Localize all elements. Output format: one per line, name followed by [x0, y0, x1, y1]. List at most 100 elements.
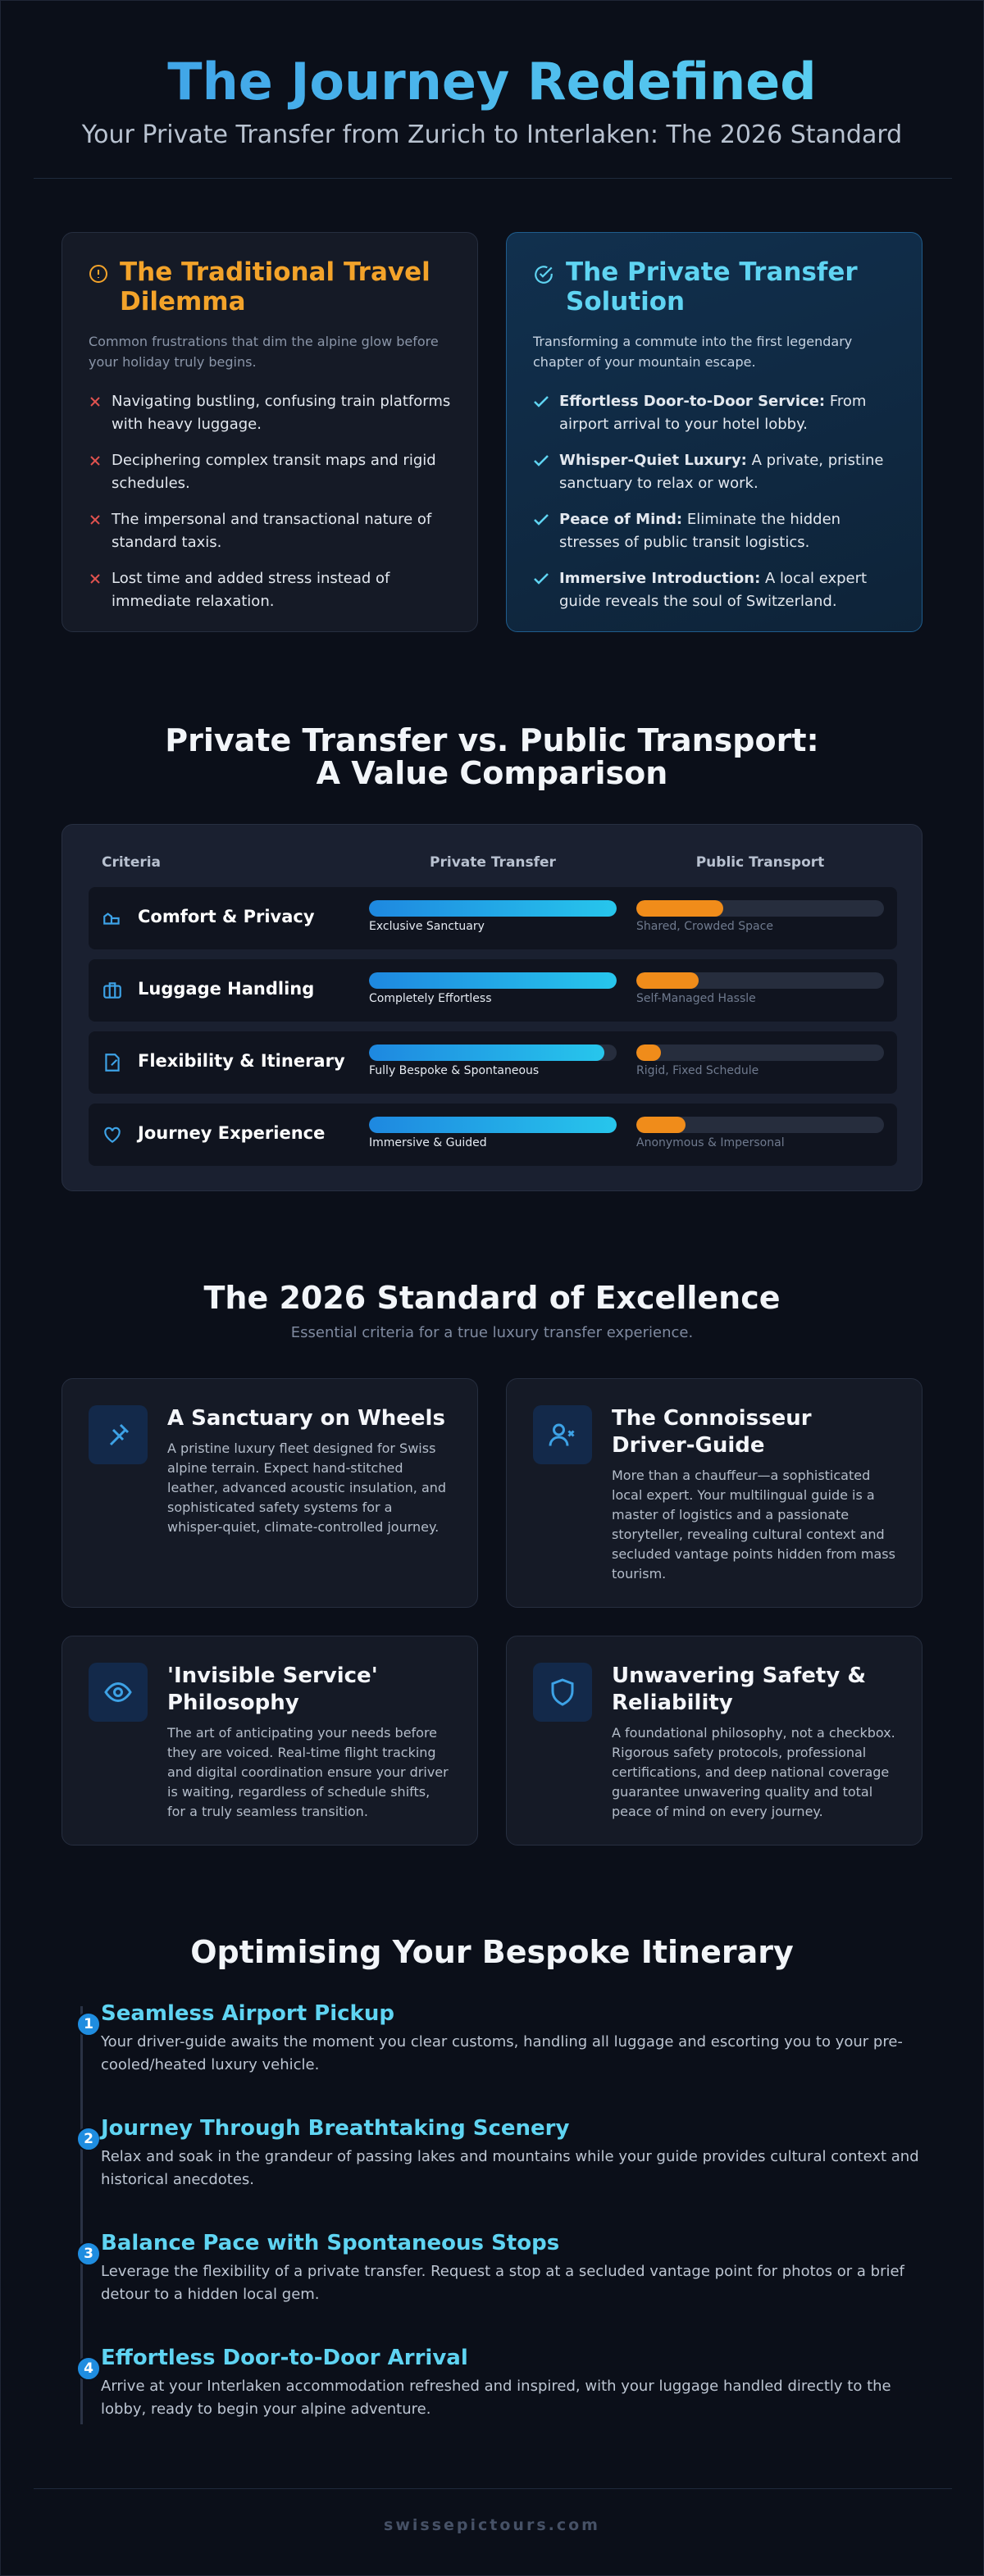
- x-icon: [90, 456, 100, 466]
- feature-card: The Connoisseur Driver-Guide More than a …: [506, 1378, 922, 1608]
- footer: swissepictours.com: [384, 2516, 600, 2534]
- private-track: [369, 1045, 617, 1061]
- step-description: Your driver-guide awaits the moment you …: [101, 2033, 903, 2073]
- item-lead: Immersive Introduction:: [559, 570, 761, 587]
- feature-icon: [533, 1663, 592, 1722]
- feature-icon: [533, 1405, 592, 1464]
- item-detail: From airport arrival to your hotel lobby…: [559, 393, 867, 433]
- private-track: [369, 900, 617, 917]
- problem-item: Navigating bustling, confusing train pla…: [89, 390, 451, 436]
- x-icon: [90, 515, 100, 525]
- step-number: 2: [76, 2127, 101, 2151]
- step: Balance Pace with Spontaneous Stops Lever…: [101, 2231, 921, 2306]
- comparison-row: Flexibility & Itinerary Fully Bespoke & S…: [89, 1031, 897, 1094]
- public-label: Rigid, Fixed Schedule: [636, 1064, 759, 1077]
- public-track: [636, 1117, 884, 1133]
- check-icon: [535, 266, 553, 284]
- item-text: The impersonal and transactional nature …: [112, 511, 432, 551]
- feature-description: A pristine luxury fleet designed for Swi…: [167, 1440, 447, 1535]
- public-label: Self-Managed Hassle: [636, 992, 756, 1005]
- item-text: Deciphering complex transit maps and rig…: [112, 452, 436, 492]
- x-icon: [90, 397, 100, 407]
- public-track: [636, 1045, 884, 1061]
- step-number: 3: [76, 2241, 101, 2266]
- divider: [34, 2488, 952, 2489]
- comparison-row: Comfort & Privacy Exclusive Sanctuary Shar…: [89, 887, 897, 949]
- x-icon: [90, 574, 100, 584]
- solution-item: Immersive Introduction: A local expert g…: [533, 567, 895, 613]
- standards-subtitle: Essential criteria for a true luxury tra…: [290, 1324, 694, 1341]
- step-number: 1: [76, 2012, 101, 2037]
- item-detail: Eliminate the hidden stresses of public …: [559, 511, 841, 551]
- comparison-row: Journey Experience Immersive & Guided Anon…: [89, 1104, 897, 1166]
- step-title: Seamless Airport Pickup: [101, 2001, 394, 2026]
- check-icon: [534, 514, 549, 526]
- step-title: Journey Through Breathtaking Scenery: [101, 2116, 570, 2141]
- private-label: Exclusive Sanctuary: [369, 920, 485, 933]
- column-header: Private Transfer: [430, 854, 556, 871]
- private-label: Immersive & Guided: [369, 1136, 487, 1149]
- criterion: Luggage Handling: [138, 979, 315, 999]
- public-track: [636, 972, 884, 989]
- itinerary-title: Optimising Your Bespoke Itinerary: [190, 1934, 794, 1970]
- item-text: Effortless Door-to-Door Service: From ai…: [559, 390, 895, 436]
- title: The Journey Redefined: [1, 52, 983, 112]
- feature-icon: [89, 1405, 148, 1464]
- row-icon: [102, 1052, 123, 1076]
- item-text: Whisper-Quiet Luxury: A private, pristin…: [559, 449, 895, 495]
- feature-description: A foundational philosophy, not a checkbo…: [612, 1725, 895, 1819]
- criterion: Journey Experience: [138, 1123, 326, 1143]
- public-bar: [636, 1045, 662, 1061]
- public-bar: [636, 972, 699, 989]
- feature-icon: [89, 1663, 148, 1722]
- step: Journey Through Breathtaking Scenery Rela…: [101, 2116, 921, 2191]
- item-detail: A private, pristine sanctuary to relax o…: [559, 452, 884, 492]
- step: Seamless Airport Pickup Your driver-guide…: [101, 2001, 921, 2077]
- feature-title: 'Invisible Service' Philosophy: [167, 1663, 378, 1715]
- item-text: Immersive Introduction: A local expert g…: [559, 567, 895, 613]
- comparison-row: Luggage Handling Completely Effortless Sel…: [89, 959, 897, 1022]
- alert-icon: [89, 265, 107, 283]
- private-bar: [369, 1045, 604, 1061]
- step-title: Effortless Door-to-Door Arrival: [101, 2346, 468, 2370]
- item-detail: A local expert guide reveals the soul of…: [559, 570, 868, 610]
- item-text: Navigating bustling, confusing train pla…: [112, 393, 451, 433]
- item-lead: Effortless Door-to-Door Service:: [559, 393, 826, 410]
- solution-title: The Private Transfer Solution: [566, 257, 858, 316]
- row-icon: [102, 908, 123, 932]
- feature-title: The Connoisseur Driver-Guide: [612, 1406, 812, 1458]
- solution-item: Effortless Door-to-Door Service: From ai…: [533, 390, 895, 436]
- private-bar: [369, 1117, 617, 1133]
- solution-description: Transforming a commute into the first le…: [533, 334, 853, 370]
- problem-item: The impersonal and transactional nature …: [89, 508, 451, 554]
- feature-title: Unwavering Safety & Reliability: [612, 1663, 866, 1715]
- row-icon: [102, 980, 123, 1004]
- check-icon: [534, 455, 549, 467]
- check-icon: [534, 573, 549, 585]
- item-lead: Peace of Mind:: [559, 511, 683, 528]
- problem-card: The Traditional Travel Dilemma Common fr…: [61, 232, 478, 632]
- public-label: Shared, Crowded Space: [636, 920, 773, 933]
- problem-item: Deciphering complex transit maps and rig…: [89, 449, 451, 495]
- private-label: Completely Effortless: [369, 992, 492, 1005]
- problem-item: Lost time and added stress instead of im…: [89, 567, 451, 613]
- column-header: Public Transport: [695, 854, 825, 871]
- private-label: Fully Bespoke & Spontaneous: [369, 1064, 540, 1077]
- solution-item: Whisper-Quiet Luxury: A private, pristin…: [533, 449, 895, 495]
- public-bar: [636, 1117, 686, 1133]
- column-header: Criteria: [102, 854, 162, 871]
- private-track: [369, 1117, 617, 1133]
- item-text: Peace of Mind: Eliminate the hidden stre…: [559, 508, 895, 554]
- step-description: Leverage the flexibility of a private tr…: [101, 2263, 904, 2303]
- check-icon: [534, 396, 549, 407]
- item-text: Lost time and added stress instead of im…: [112, 570, 390, 610]
- standards-title: The 2026 Standard of Excellence: [203, 1280, 781, 1316]
- criterion: Comfort & Privacy: [138, 907, 315, 926]
- private-bar: [369, 972, 617, 989]
- public-track: [636, 900, 884, 917]
- private-track: [369, 972, 617, 989]
- public-bar: [636, 900, 723, 917]
